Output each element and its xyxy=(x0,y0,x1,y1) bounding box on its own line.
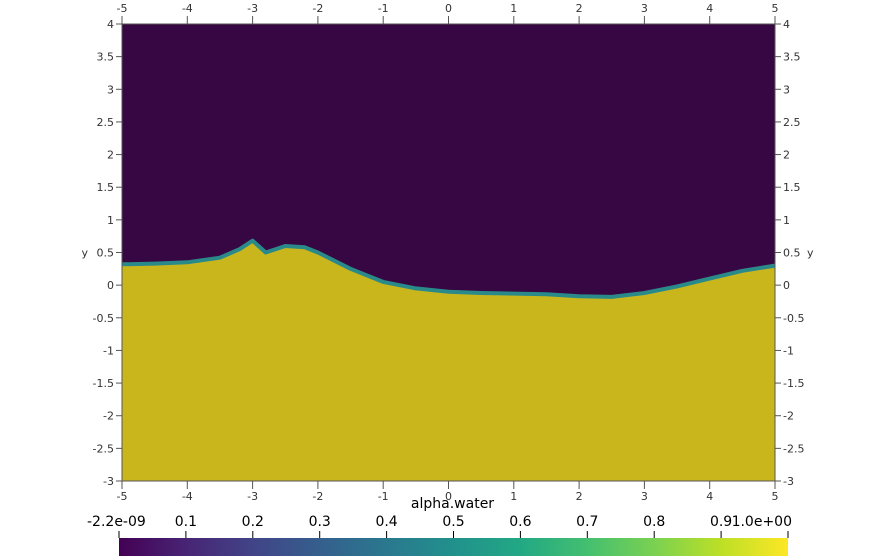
x-tick-label-bottom: 1 xyxy=(510,490,517,503)
water-surface-interface xyxy=(121,238,776,299)
colorbar-title: alpha.water xyxy=(411,496,494,512)
plot-area xyxy=(121,23,776,482)
x-tick-label-bottom: -4 xyxy=(182,490,193,503)
x-tick-label-bottom: 3 xyxy=(641,490,648,503)
x-tick-label-top: -1 xyxy=(378,2,389,15)
y-tick-label-left: -1 xyxy=(103,344,114,357)
y-tick-label-left: 1 xyxy=(107,214,114,227)
x-tick-label-top: -2 xyxy=(312,2,323,15)
y-tick-label-left: 1.5 xyxy=(97,181,115,194)
colorbar-tick-label: 0.6 xyxy=(509,514,531,530)
y-tick-label-right: -2 xyxy=(783,410,794,423)
y-tick-label-right: 2 xyxy=(783,149,790,162)
x-tick-label-top: 3 xyxy=(641,2,648,15)
y-tick-label-left: 4 xyxy=(107,18,114,31)
x-tick-label-top: -3 xyxy=(247,2,258,15)
x-tick-label-bottom: 0 xyxy=(445,490,452,503)
colorbar-tick-label: 0.2 xyxy=(242,514,264,530)
y-tick-label-left: 2 xyxy=(107,149,114,162)
colorbar-tick-label: 0.8 xyxy=(643,514,665,530)
y-tick-label-right: 3 xyxy=(783,83,790,96)
x-tick-label-top: 5 xyxy=(772,2,779,15)
y-tick-label-right: -0.5 xyxy=(783,312,804,325)
y-tick-label-left: -2 xyxy=(103,410,114,423)
y-tick-label-right: 4 xyxy=(783,18,790,31)
x-tick-label-top: -5 xyxy=(117,2,128,15)
x-tick-label-top: 4 xyxy=(706,2,713,15)
colorbar: alpha.water -2.2e-09 0.1 0.2 0.3 0.4 0.5 0.6 0.… xyxy=(87,496,792,556)
y-axis-label-right: y xyxy=(807,247,814,260)
y-tick-label-right: 1.5 xyxy=(783,181,801,194)
y-tick-label-right: -3 xyxy=(783,475,794,488)
colorbar-tick-label: 1.0e+00 xyxy=(732,514,792,530)
y-tick-label-right: -1.5 xyxy=(783,377,804,390)
x-tick-label-bottom: 5 xyxy=(772,490,779,503)
colorbar-ticks: -2.2e-09 0.1 0.2 0.3 0.4 0.5 0.6 0.7 0.8 0.9 1.0e+… xyxy=(87,514,792,538)
x-tick-label-bottom: -5 xyxy=(117,490,128,503)
colorbar-gradient xyxy=(119,538,788,556)
x-tick-label-top: 1 xyxy=(510,2,517,15)
x-tick-label-top: 2 xyxy=(576,2,583,15)
y-tick-label-left: -3 xyxy=(103,475,114,488)
y-tick-label-left: -1.5 xyxy=(93,377,114,390)
x-tick-label-top: -4 xyxy=(182,2,193,15)
y-tick-label-right: 3.5 xyxy=(783,51,801,64)
y-tick-label-left: 0.5 xyxy=(97,247,115,260)
x-tick-label-bottom: 2 xyxy=(576,490,583,503)
colorbar-tick-label: 0.4 xyxy=(375,514,397,530)
y-tick-label-right: -2.5 xyxy=(783,442,804,455)
y-tick-label-left: 0 xyxy=(107,279,114,292)
colorbar-tick-label: -2.2e-09 xyxy=(87,514,146,530)
y-tick-label-left: -0.5 xyxy=(93,312,114,325)
colorbar-tick-label: 0.7 xyxy=(576,514,598,530)
colorbar-tick-label: 0.1 xyxy=(175,514,197,530)
x-tick-label-bottom: -2 xyxy=(312,490,323,503)
y-tick-label-left: 3.5 xyxy=(97,51,115,64)
y-tick-label-left: 3 xyxy=(107,83,114,96)
x-tick-label-bottom: -1 xyxy=(378,490,389,503)
y-tick-label-right: -1 xyxy=(783,344,794,357)
y-tick-label-right: 2.5 xyxy=(783,116,801,129)
colorbar-tick-label: 0.9 xyxy=(710,514,732,530)
y-tick-label-left: -2.5 xyxy=(93,442,114,455)
water-region xyxy=(122,240,775,481)
y-axis-label-left: y xyxy=(81,247,88,260)
colorbar-tick-label: 0.5 xyxy=(442,514,464,530)
x-tick-label-bottom: -3 xyxy=(247,490,258,503)
colorbar-tick-label: 0.3 xyxy=(309,514,331,530)
y-tick-label-right: 0.5 xyxy=(783,247,801,260)
x-tick-label-top: 0 xyxy=(445,2,452,15)
x-tick-label-bottom: 4 xyxy=(706,490,713,503)
y-tick-label-left: 2.5 xyxy=(97,116,115,129)
y-tick-label-right: 0 xyxy=(783,279,790,292)
y-tick-label-right: 1 xyxy=(783,214,790,227)
